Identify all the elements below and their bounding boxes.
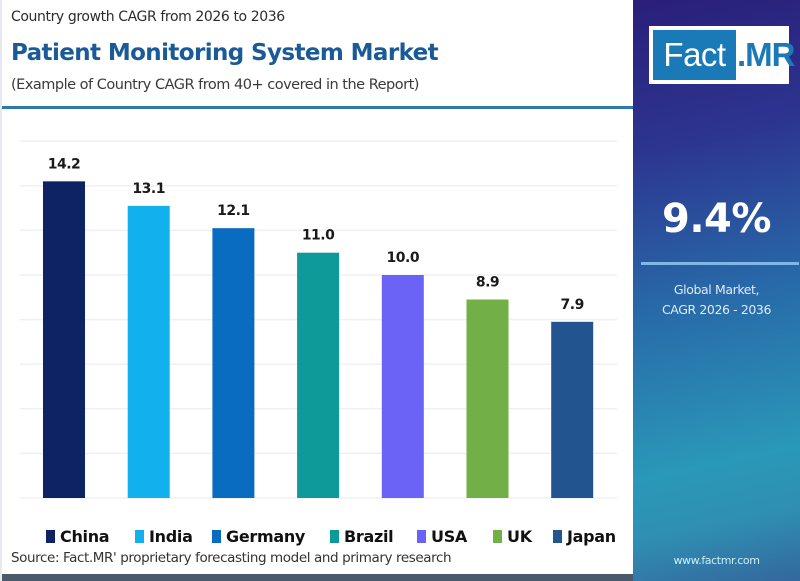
legend-swatch — [212, 530, 221, 543]
global-cagr-value: 9.4% — [662, 196, 771, 242]
legend-item-china: China — [46, 527, 110, 546]
legend-swatch — [417, 530, 426, 543]
title-divider — [2, 106, 635, 109]
legend-swatch — [330, 530, 339, 543]
chart-note: (Example of Country CAGR from 40+ covere… — [11, 77, 419, 93]
data-label-india: 13.1 — [132, 181, 165, 197]
source-note: Source: Fact.MR' proprietary forecasting… — [11, 550, 452, 566]
chart-subtitle: Country growth CAGR from 2026 to 2036 — [11, 9, 285, 25]
legend-swatch — [135, 530, 144, 543]
legend-item-india: India — [135, 527, 193, 546]
data-label-brazil: 11.0 — [302, 228, 335, 244]
legend-label: UK — [507, 527, 532, 546]
legend-swatch — [46, 530, 55, 543]
logo-mr-text: .MR — [737, 36, 795, 73]
chart-title: Patient Monitoring System Market — [11, 40, 439, 66]
legend-label: China — [60, 527, 110, 546]
bar-chart: 14.2 13.1 12.1 11.0 10.0 8.9 7.9 — [20, 140, 617, 499]
legend-label: Germany — [226, 527, 306, 546]
factmr-logo: Fact .MR — [649, 26, 795, 84]
legend-label: Japan — [567, 527, 616, 546]
caption-line-1: Global Market, — [673, 282, 760, 297]
data-label-china: 14.2 — [48, 156, 81, 172]
legend-label: India — [149, 527, 193, 546]
legend-item-germany: Germany — [212, 527, 305, 546]
summary-panel: Fact .MR 9.4% Global Market, CAGR 2026 -… — [633, 0, 800, 581]
chart-panel: Country growth CAGR from 2026 to 2036 Pa… — [0, 0, 635, 581]
data-label-usa: 10.0 — [387, 250, 420, 266]
bar-brazil — [297, 252, 340, 498]
legend-swatch — [493, 530, 502, 543]
bar-germany — [212, 228, 255, 499]
caption-line-2: CAGR 2026 - 2036 — [661, 302, 772, 317]
bottom-divider — [2, 574, 635, 581]
legend-item-uk: UK — [493, 527, 532, 546]
website-link[interactable]: www.factmr.com — [673, 554, 760, 567]
legend-label: USA — [431, 527, 467, 546]
value-divider — [641, 262, 799, 265]
legend-swatch — [553, 530, 562, 543]
bar-usa — [381, 275, 424, 498]
bar-uk — [466, 299, 509, 498]
chart-legend: China India Germany Brazil USA UK Japan — [2, 527, 635, 549]
data-label-uk: 8.9 — [476, 275, 499, 291]
legend-item-japan: Japan — [553, 527, 616, 546]
data-label-japan: 7.9 — [561, 297, 584, 313]
logo-fact-text: Fact — [653, 30, 736, 80]
legend-item-usa: USA — [417, 527, 467, 546]
legend-label: Brazil — [344, 527, 394, 546]
bar-india — [127, 205, 170, 498]
legend-item-brazil: Brazil — [330, 527, 394, 546]
data-label-germany: 12.1 — [217, 203, 250, 219]
bar-japan — [551, 321, 594, 498]
global-cagr-caption: Global Market, CAGR 2026 - 2036 — [633, 280, 800, 320]
bar-china — [43, 181, 85, 498]
